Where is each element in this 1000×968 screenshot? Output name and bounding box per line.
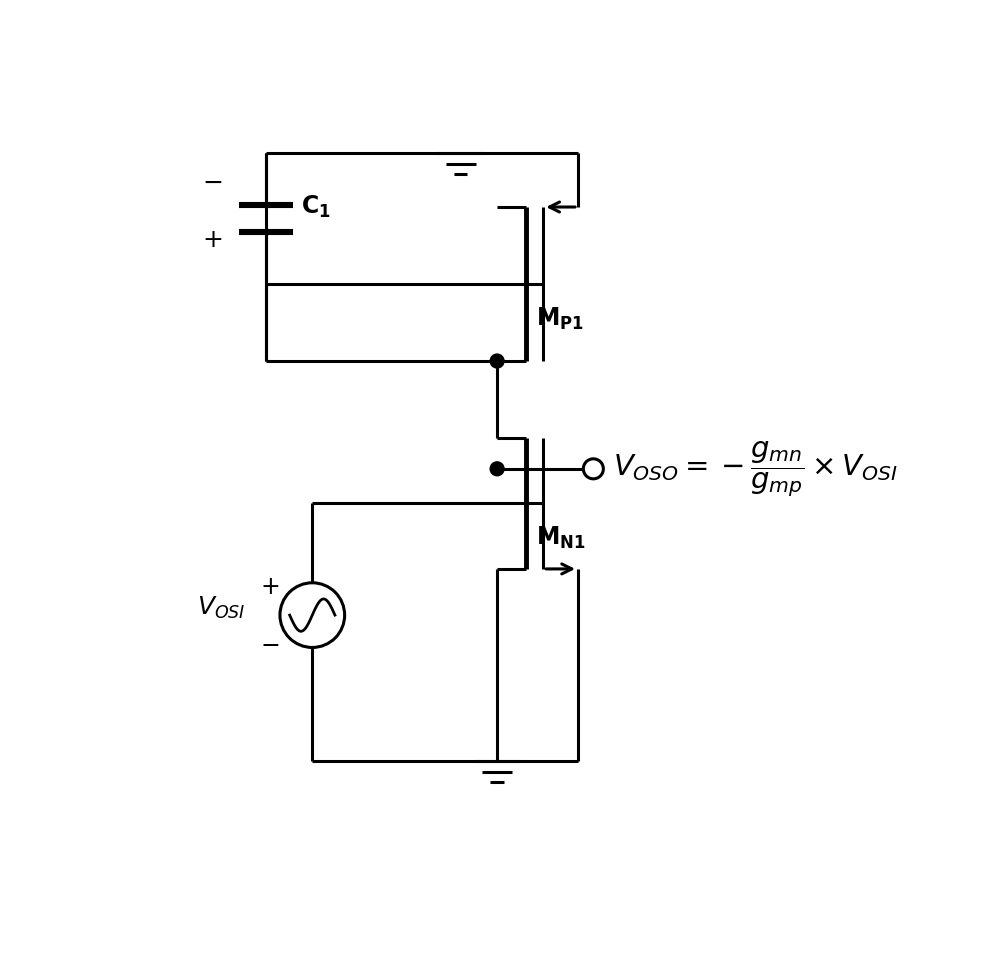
Circle shape [490, 462, 504, 475]
Circle shape [490, 354, 504, 368]
Text: $-$: $-$ [202, 169, 222, 194]
Text: $V_{OSO}=-\dfrac{g_{mn}}{g_{mp}}\times V_{OSI}$: $V_{OSO}=-\dfrac{g_{mn}}{g_{mp}}\times V… [613, 439, 898, 499]
Text: $V_{OSI}$: $V_{OSI}$ [197, 594, 245, 620]
Text: $+$: $+$ [260, 575, 280, 598]
Text: $+$: $+$ [202, 228, 222, 252]
Text: $-$: $-$ [260, 631, 280, 655]
Text: $\mathbf{M_{P1}}$: $\mathbf{M_{P1}}$ [536, 306, 584, 332]
Text: $\mathbf{C_1}$: $\mathbf{C_1}$ [301, 194, 331, 220]
Text: $\mathbf{M_{N1}}$: $\mathbf{M_{N1}}$ [536, 525, 585, 551]
